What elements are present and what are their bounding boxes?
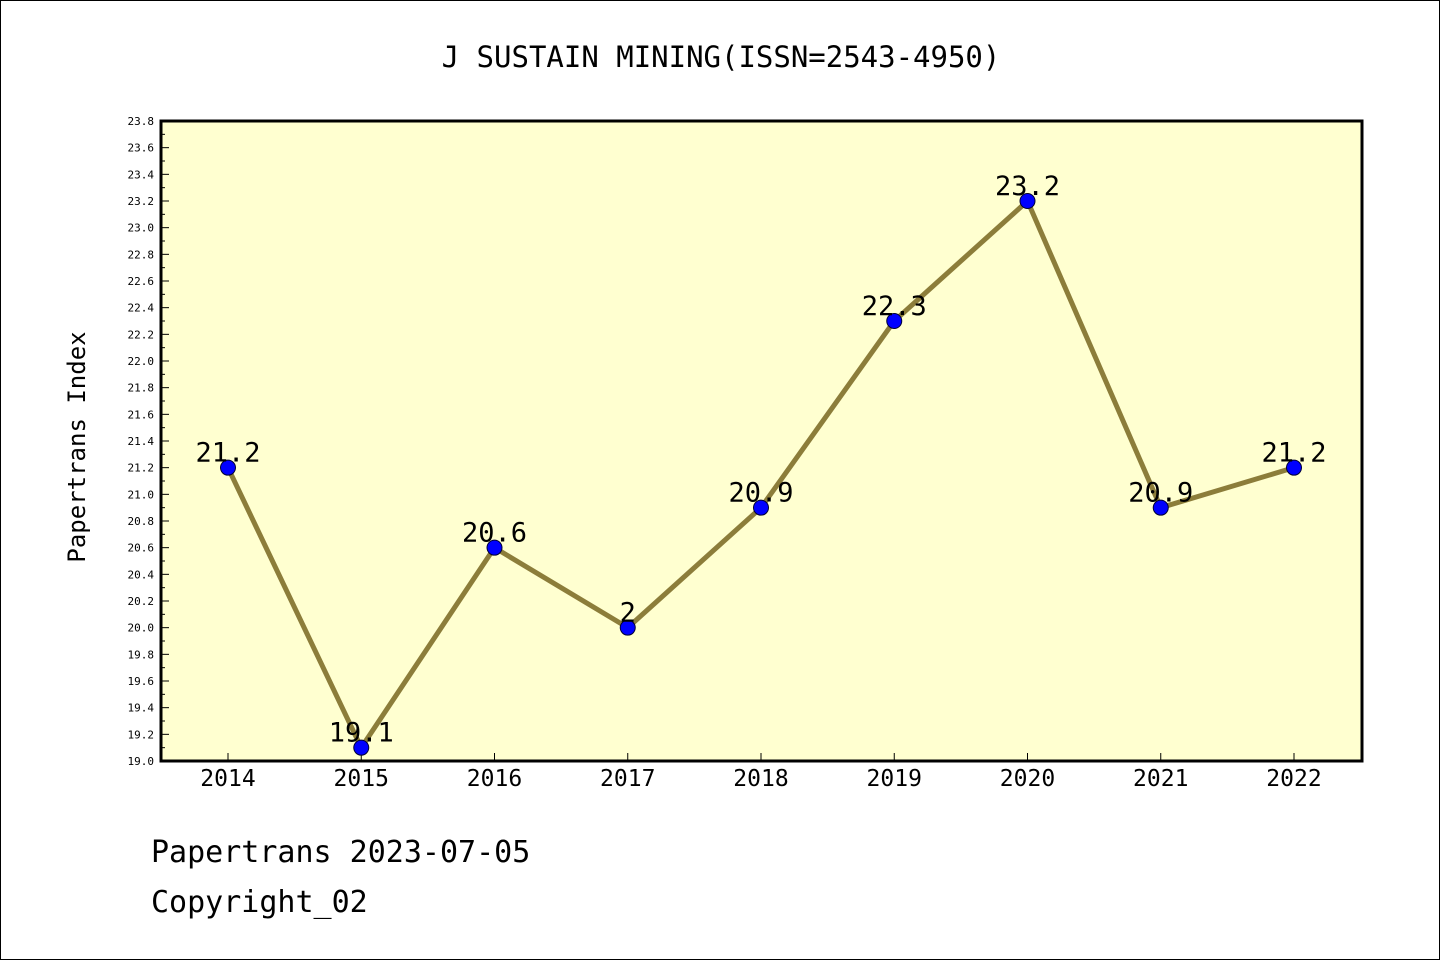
chart-title: J SUSTAIN MINING(ISSN=2543-4950): [442, 40, 1001, 74]
y-tick-label: 21.2: [128, 462, 155, 475]
y-tick-label: 21.4: [128, 435, 155, 448]
y-tick-label: 22.2: [128, 328, 155, 341]
data-label: 20.9: [1128, 478, 1193, 509]
y-axis: 19.0 19.2 19.4 19.6 19.8 20.0 20.2 20.4 20.6 20.8…: [128, 115, 169, 768]
data-label: 21.2: [1261, 438, 1326, 469]
y-tick-label: 20.4: [128, 568, 155, 581]
x-tick-label: 2015: [334, 766, 389, 792]
y-tick-label: 22.0: [128, 355, 155, 368]
y-tick-label: 20.6: [128, 542, 155, 555]
y-tick-label: 23.0: [128, 222, 155, 235]
data-point: [886, 313, 903, 329]
data-point: [619, 619, 636, 636]
x-tick-label: 2014: [200, 766, 255, 792]
x-tick-label: 2021: [1133, 766, 1188, 792]
y-tick-label: 20.2: [128, 595, 155, 608]
x-axis: 2014 2015 2016 2017 2018 2019 2020 2021 2022: [200, 753, 1322, 792]
series: 21.2 19.1 20.6 2 20.9 22.3 23.2 20.9 21.2: [195, 171, 1327, 756]
y-tick-label: 20.8: [128, 515, 155, 528]
y-tick-label: 21.0: [128, 488, 155, 501]
data-point: [353, 739, 370, 756]
data-label: 23.2: [995, 171, 1060, 202]
data-point: [486, 539, 503, 556]
data-point: [220, 459, 236, 476]
y-tick-label: 23.6: [128, 142, 155, 155]
y-tick-label: 21.8: [128, 382, 155, 395]
data-point: [1019, 193, 1036, 209]
x-tick-label: 2016: [467, 766, 522, 792]
x-tick-label: 2019: [867, 766, 922, 792]
data-label: 20.6: [462, 518, 527, 549]
y-tick-label: 19.4: [128, 702, 155, 715]
y-tick-label: 23.2: [128, 195, 155, 208]
y-tick-label: 19.2: [128, 728, 155, 741]
data-point: [1152, 499, 1169, 516]
y-tick-label: 21.6: [128, 408, 155, 421]
y-tick-label: 19.8: [128, 648, 155, 661]
data-label: 22.3: [862, 291, 927, 322]
data-label: 21.2: [195, 438, 260, 469]
data-point: [753, 499, 769, 516]
data-label: 19.1: [329, 718, 394, 749]
y-tick-label: 19.6: [128, 675, 155, 688]
y-tick-label: 23.8: [128, 115, 155, 128]
y-tick-label: 22.4: [128, 302, 155, 315]
footer-copyright-line: Copyright_02: [151, 885, 368, 920]
data-label: 2: [620, 598, 636, 629]
y-tick-label: 20.0: [128, 622, 155, 635]
y-tick-label: 22.8: [128, 248, 155, 261]
data-point: [1286, 459, 1302, 476]
x-tick-label: 2020: [1000, 766, 1055, 792]
footer-date-line: Papertrans 2023-07-05: [151, 835, 531, 870]
y-tick-label: 22.6: [128, 275, 155, 288]
y-tick-label: 19.0: [128, 755, 155, 768]
y-tick-label: 23.4: [128, 168, 155, 181]
x-tick-label: 2018: [733, 766, 788, 792]
x-tick-label: 2017: [600, 766, 655, 792]
x-tick-label: 2022: [1266, 766, 1321, 792]
y-axis-label: Papertrans Index: [63, 331, 91, 562]
plot-area: [159, 119, 1364, 763]
data-label: 20.9: [728, 478, 793, 509]
